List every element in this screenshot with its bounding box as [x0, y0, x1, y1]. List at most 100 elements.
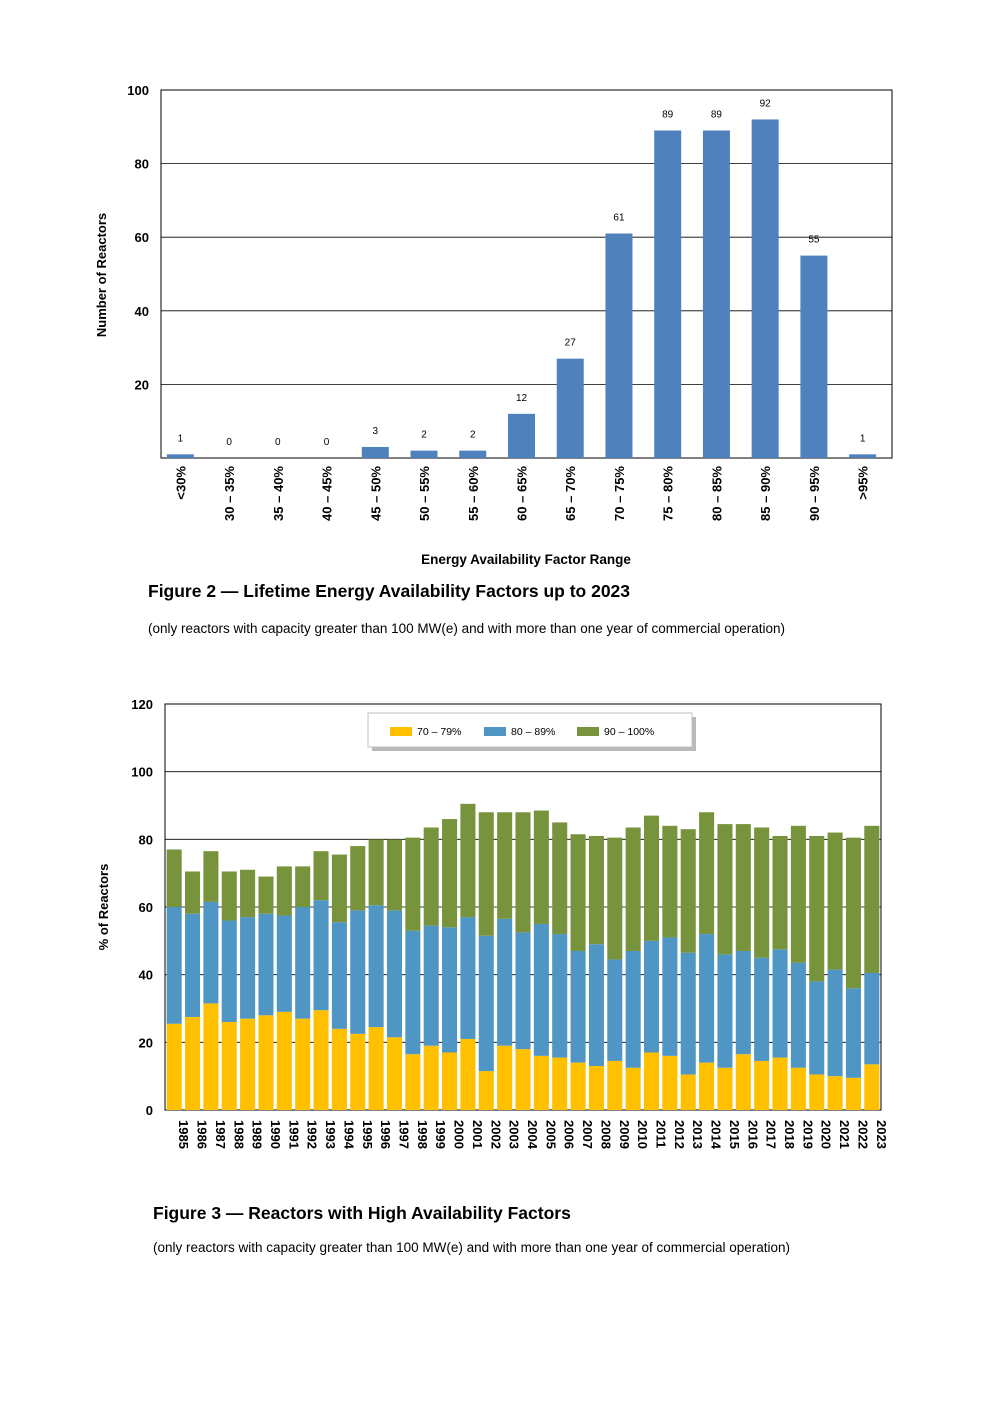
x-tick-label: 2007: [580, 1120, 595, 1149]
bar: [654, 130, 682, 459]
x-tick-label: 2006: [562, 1120, 577, 1149]
bar-segment: [276, 915, 292, 1012]
bar-segment: [625, 1067, 641, 1110]
y-tick-label: 100: [131, 765, 153, 780]
x-tick-label: 1990: [268, 1120, 283, 1149]
bar-segment: [662, 825, 678, 938]
bar-segment: [699, 1062, 715, 1110]
legend-swatch: [484, 727, 506, 736]
x-tick-label: 2004: [525, 1120, 540, 1150]
bar-segment: [643, 815, 660, 941]
bar-segment: [809, 981, 825, 1075]
x-tick-label: 1996: [378, 1120, 393, 1149]
x-tick-label: 50 – 55%: [417, 466, 432, 521]
x-tick-label: 30 – 35%: [222, 466, 237, 521]
bar-segment: [240, 869, 256, 918]
bar-segment: [203, 851, 219, 902]
x-tick-label: 2022: [855, 1120, 870, 1149]
bar-segment: [772, 835, 788, 950]
bar-segment: [386, 1037, 403, 1110]
bar-segment: [533, 923, 549, 1056]
bar-segment: [864, 825, 880, 973]
figure-2-note: (only reactors with capacity greater tha…: [148, 621, 786, 636]
x-tick-label: 2010: [635, 1120, 650, 1149]
bar-segment: [754, 957, 770, 1061]
bar-segment: [313, 900, 329, 1011]
bar-segment: [845, 1077, 861, 1110]
bar-segment: [845, 837, 861, 989]
bar-segment: [699, 934, 715, 1063]
data-label: 55: [808, 235, 820, 246]
bar-segment: [276, 1011, 292, 1110]
x-tick-label: 40 – 45%: [320, 466, 335, 521]
x-tick-label: 2014: [709, 1120, 724, 1150]
x-axis-label: Energy Availability Factor Range: [421, 552, 631, 567]
legend-swatch: [390, 727, 412, 736]
bar-segment: [643, 940, 660, 1053]
bar-segment: [827, 969, 843, 1077]
bar: [410, 450, 438, 458]
bar-segment: [662, 937, 678, 1056]
bar-segment: [864, 1064, 880, 1110]
x-tick-label: 2023: [874, 1120, 889, 1149]
x-tick-label: 45 – 50%: [368, 466, 383, 521]
bar-segment: [772, 1057, 788, 1110]
data-label: 12: [516, 393, 528, 404]
data-label: 89: [711, 109, 723, 120]
y-tick-label: 100: [127, 83, 149, 98]
bar-segment: [240, 1018, 256, 1110]
x-tick-label: 2005: [543, 1120, 558, 1149]
x-tick-label: 2015: [727, 1120, 742, 1149]
figure-3-chart: 0 20 40 60 80 100 120 1985 1986 1987 1988 1989 1990…: [96, 697, 889, 1150]
bar-segment: [386, 910, 403, 1038]
bar-segment: [588, 1066, 604, 1110]
bar-segment: [809, 835, 825, 982]
bar-segment: [405, 930, 421, 1055]
bar: [361, 446, 389, 458]
bar-segment: [405, 1054, 421, 1110]
x-tick-label: 1997: [396, 1120, 411, 1149]
bar-segment: [607, 837, 623, 960]
bar-segment: [295, 1018, 311, 1110]
bar-segment: [497, 918, 513, 1046]
bar: [556, 358, 584, 458]
x-tick-label: 2017: [764, 1120, 779, 1149]
bar-segment: [166, 849, 182, 907]
legend-label: 70 – 79%: [417, 726, 461, 738]
x-tick-label: 2001: [470, 1120, 485, 1149]
bar: [166, 454, 194, 458]
x-tick-label: 2019: [800, 1120, 815, 1149]
legend-label: 80 – 89%: [511, 726, 555, 738]
bar-segment: [460, 917, 476, 1039]
figure-2-title: Figure 2 — Lifetime Energy Availability …: [148, 581, 631, 601]
data-label: 0: [275, 437, 281, 448]
x-tick-label: 1992: [305, 1120, 320, 1149]
data-label: 89: [662, 109, 674, 120]
x-tick-label: 1994: [341, 1120, 356, 1150]
bar-segment: [607, 1060, 623, 1110]
data-label: 2: [421, 430, 427, 441]
x-tick-label: 1995: [360, 1120, 375, 1149]
x-tick-label: 2009: [617, 1120, 632, 1149]
bar-segment: [203, 1003, 219, 1110]
x-tick-label: 1987: [213, 1120, 228, 1149]
x-tick-label: 1999: [433, 1120, 448, 1149]
bar-segment: [166, 1023, 182, 1110]
bar-segment: [717, 954, 733, 1068]
bar-segment: [662, 1055, 678, 1110]
y-tick-label: 20: [135, 377, 149, 392]
x-tick-label: 2011: [654, 1120, 669, 1148]
x-tick-label: 2016: [745, 1120, 760, 1149]
bar-segment: [350, 1033, 366, 1110]
bar-segment: [790, 962, 806, 1068]
legend: 70 – 79% 80 – 89% 90 – 100%: [367, 712, 696, 751]
bar-segment: [552, 822, 568, 935]
bar-segment: [478, 935, 494, 1072]
bar-segment: [185, 913, 201, 1017]
x-tick-label: 1991: [286, 1120, 301, 1149]
x-tick-label: 2012: [672, 1120, 687, 1149]
bar-segment: [478, 812, 494, 936]
bar-segment: [607, 959, 623, 1061]
x-tick-label: 1985: [176, 1120, 191, 1149]
